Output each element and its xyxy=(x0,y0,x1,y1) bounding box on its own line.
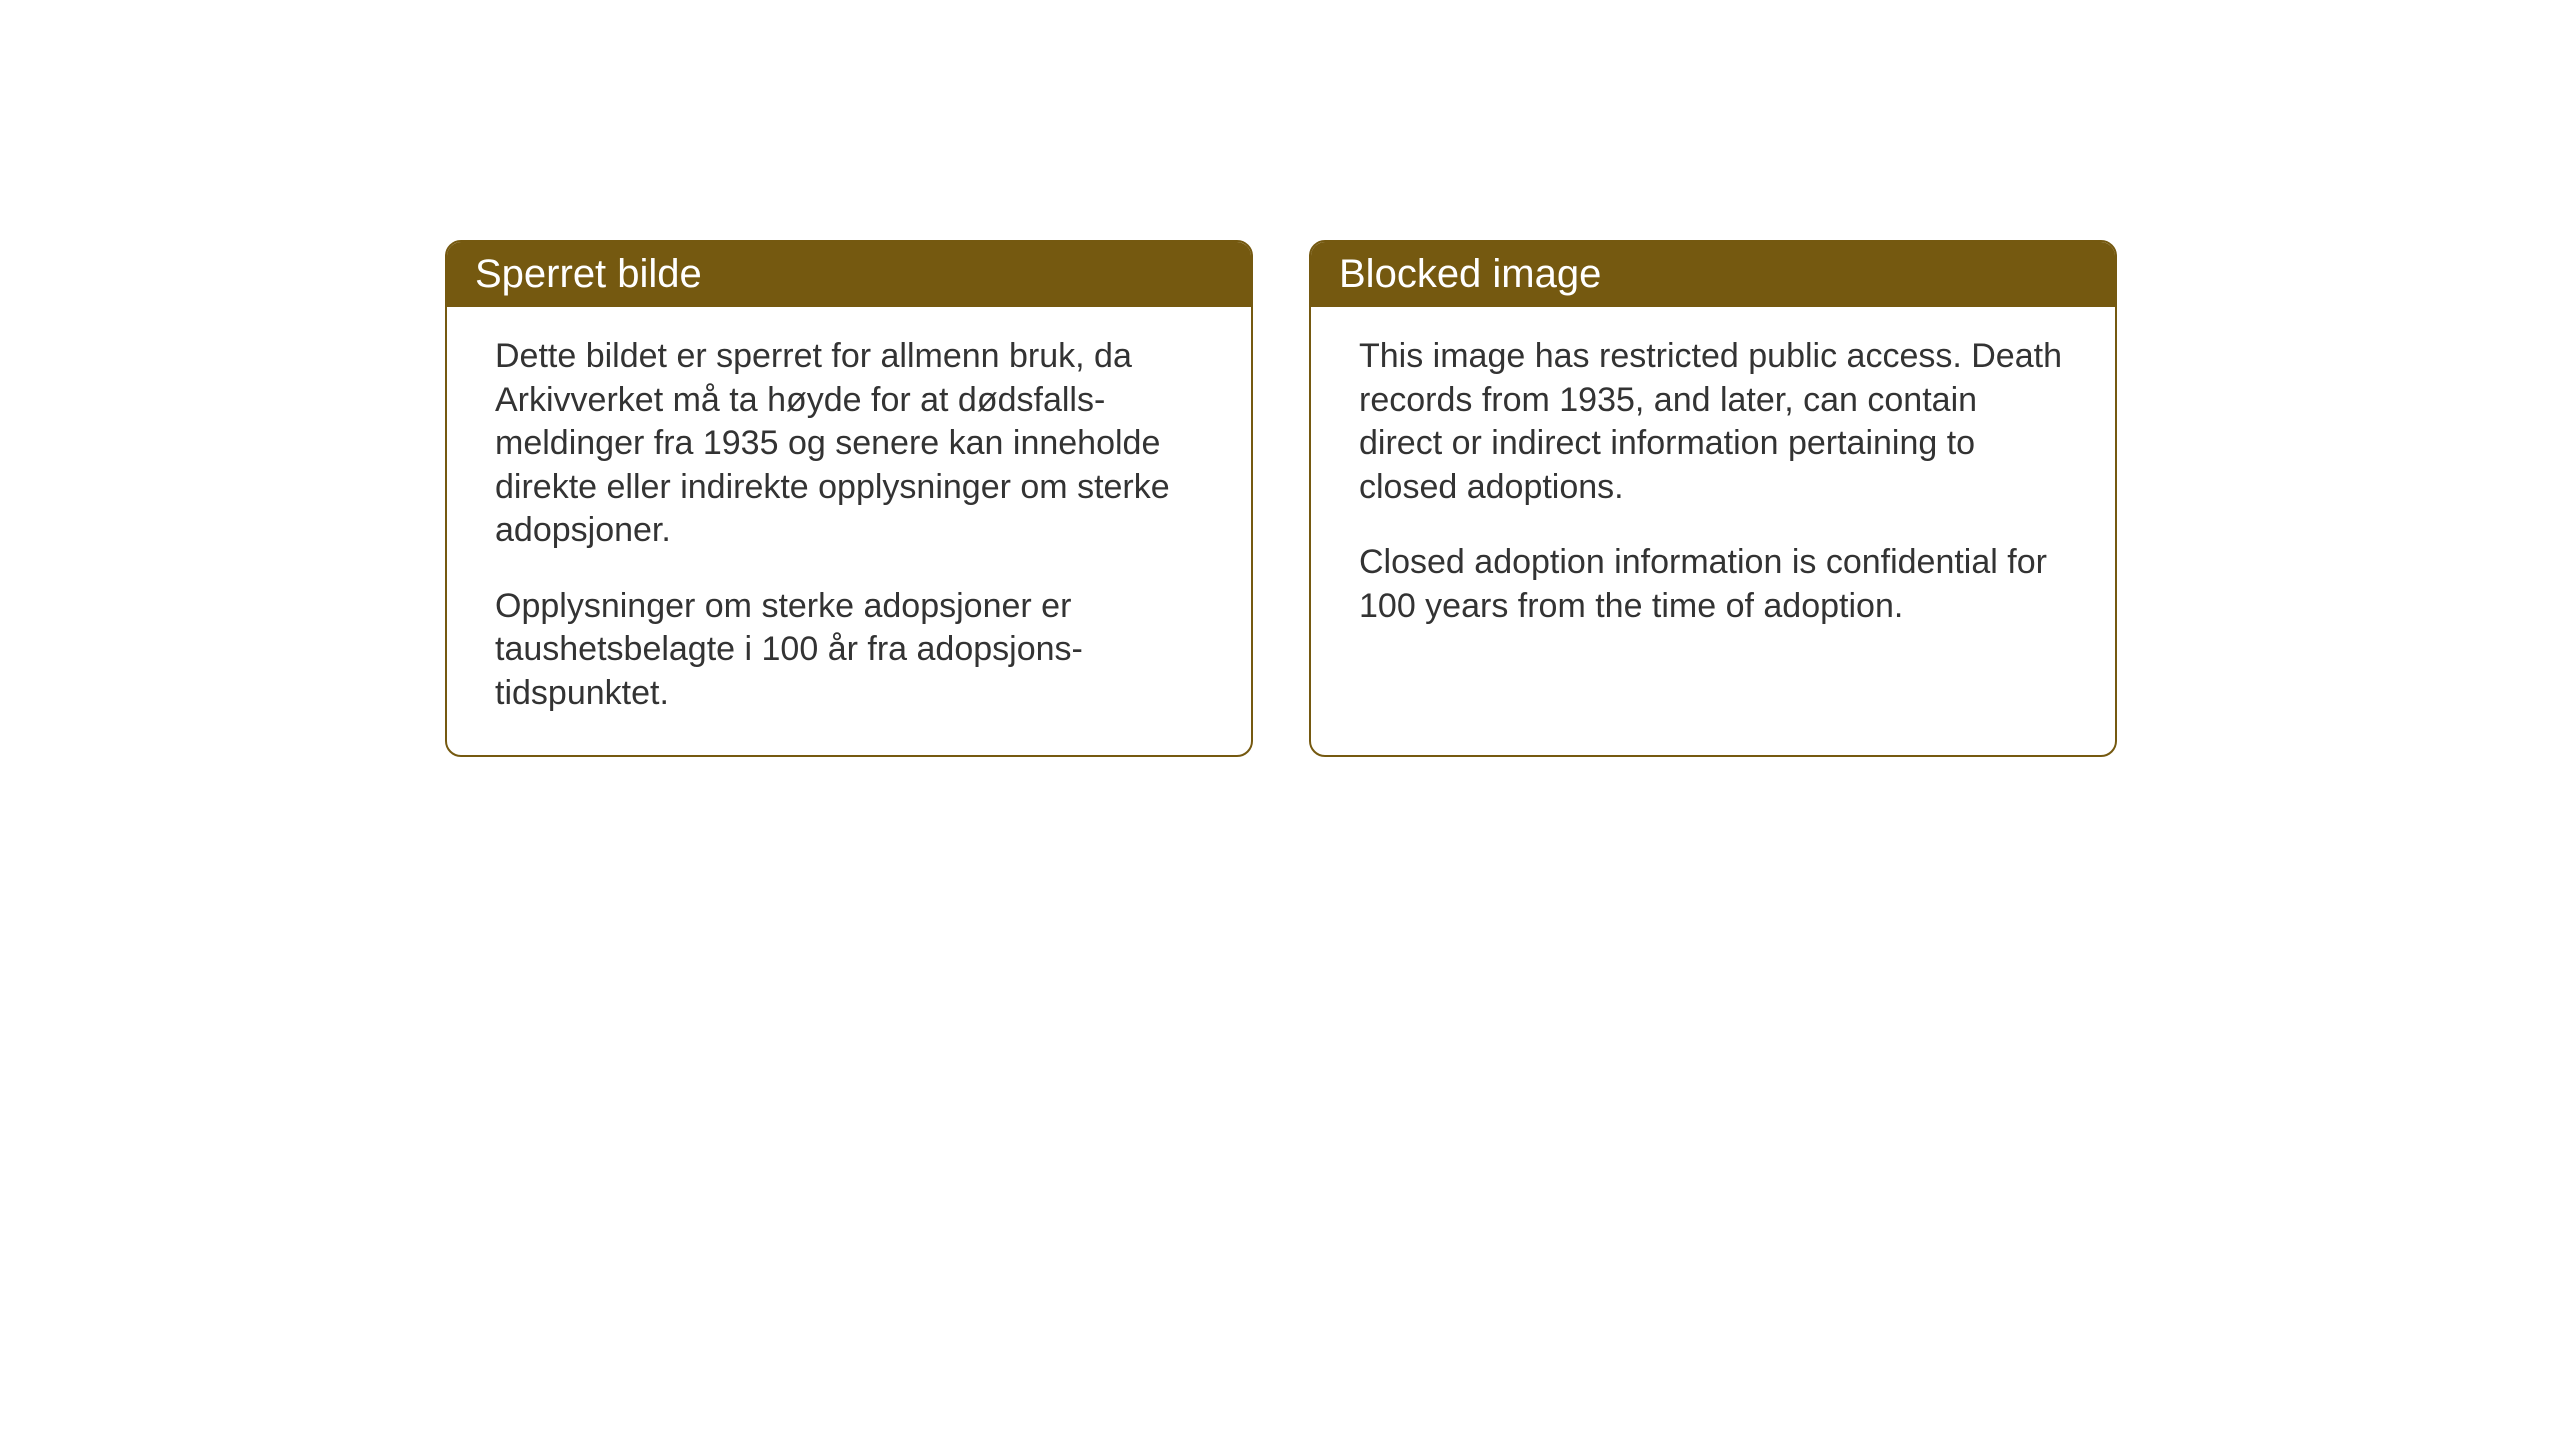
notice-card-english: Blocked image This image has restricted … xyxy=(1309,240,2117,757)
card-body-english: This image has restricted public access.… xyxy=(1311,307,2115,668)
card-paragraph-1-english: This image has restricted public access.… xyxy=(1359,335,2067,509)
card-title-english: Blocked image xyxy=(1339,252,1601,296)
card-body-norwegian: Dette bildet er sperret for allmenn bruk… xyxy=(447,307,1251,755)
card-paragraph-2-english: Closed adoption information is confident… xyxy=(1359,541,2067,628)
notice-container: Sperret bilde Dette bildet er sperret fo… xyxy=(445,240,2117,757)
card-paragraph-1-norwegian: Dette bildet er sperret for allmenn bruk… xyxy=(495,335,1203,553)
card-header-norwegian: Sperret bilde xyxy=(447,242,1251,307)
notice-card-norwegian: Sperret bilde Dette bildet er sperret fo… xyxy=(445,240,1253,757)
card-paragraph-2-norwegian: Opplysninger om sterke adopsjoner er tau… xyxy=(495,585,1203,716)
card-title-norwegian: Sperret bilde xyxy=(475,252,702,296)
card-header-english: Blocked image xyxy=(1311,242,2115,307)
